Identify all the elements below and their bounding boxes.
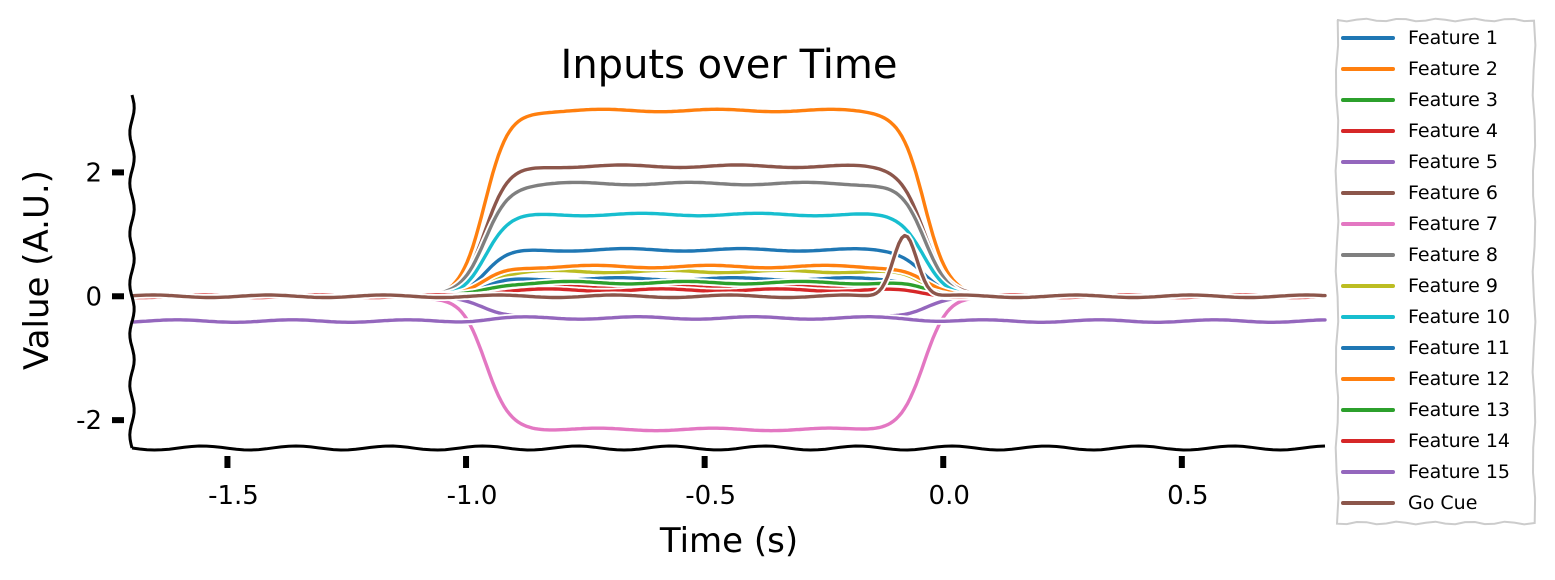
series-line xyxy=(130,233,1327,300)
x-tick-label: -1.5 xyxy=(208,481,259,511)
legend-entry: Feature 2 xyxy=(1408,58,1498,80)
legend-entry: Feature 6 xyxy=(1408,182,1498,204)
x-tick-label: 0.0 xyxy=(929,481,970,511)
y-axis-ticks: -2 0 2 xyxy=(76,158,124,436)
legend: Feature 1 Feature 2 Feature 3 Feature 4 Feat… xyxy=(1334,17,1537,526)
y-tick-label: 2 xyxy=(85,158,102,188)
legend-entry: Feature 12 xyxy=(1408,368,1510,390)
legend-entry: Feature 11 xyxy=(1408,337,1510,359)
legend-entry: Feature 7 xyxy=(1408,213,1498,235)
legend-entry: Feature 14 xyxy=(1408,430,1510,452)
legend-entry: Feature 10 xyxy=(1408,306,1510,328)
legend-entry: Feature 8 xyxy=(1408,244,1498,266)
series-line xyxy=(130,315,1327,324)
legend-entry: Feature 15 xyxy=(1408,461,1510,483)
y-axis-label: Value (A.U.) xyxy=(17,170,57,370)
x-tick-label: -1.0 xyxy=(447,481,498,511)
y-axis-line xyxy=(128,94,136,449)
y-tick-label: -2 xyxy=(76,406,102,436)
legend-entry: Feature 5 xyxy=(1408,151,1498,173)
series-layer xyxy=(128,105,1329,435)
x-axis-ticks: -1.5 -1.0 -0.5 0.0 0.5 xyxy=(208,456,1209,511)
x-axis-line xyxy=(131,444,1326,452)
legend-entry: Feature 3 xyxy=(1408,89,1498,111)
x-tick-label: 0.5 xyxy=(1167,481,1208,511)
x-axis-label: Time (s) xyxy=(659,521,798,561)
y-tick-label: 0 xyxy=(85,282,102,312)
legend-entry: Feature 13 xyxy=(1408,399,1510,421)
legend-entry: Feature 1 xyxy=(1408,27,1498,49)
chart-title: Inputs over Time xyxy=(561,42,898,88)
x-tick-label: -0.5 xyxy=(685,481,736,511)
legend-box xyxy=(1334,17,1537,526)
legend-entry: Feature 4 xyxy=(1408,120,1498,142)
legend-entry: Go Cue xyxy=(1408,492,1477,514)
legend-entry: Feature 9 xyxy=(1408,275,1498,297)
